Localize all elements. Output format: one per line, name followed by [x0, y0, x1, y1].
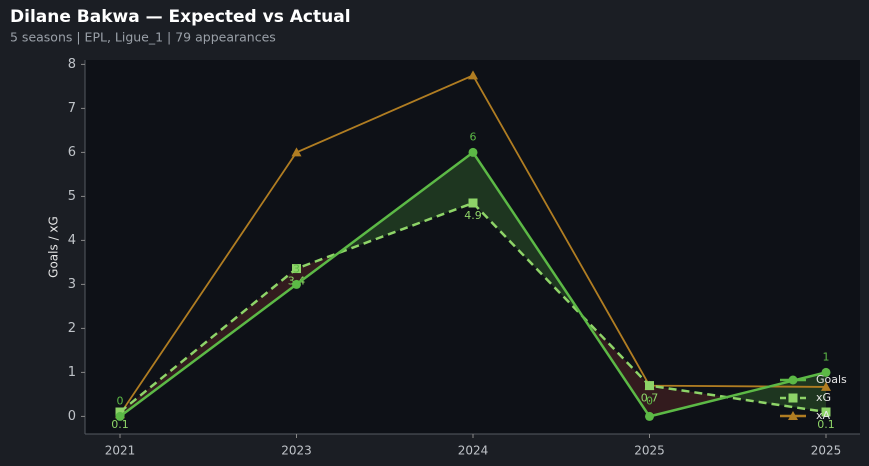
marker — [115, 411, 125, 421]
y-axis-label: Goals / xG — [47, 216, 61, 278]
marker — [468, 198, 478, 208]
x-tick-label: 2025 — [634, 444, 665, 458]
value-label: 0 — [117, 394, 124, 407]
marker — [468, 70, 478, 80]
y-tick-label: 3 — [68, 277, 76, 292]
value-label: 1 — [823, 350, 830, 363]
marker — [468, 147, 478, 157]
value-label: 0.1 — [111, 418, 129, 431]
value-label: 4.9 — [464, 209, 482, 222]
marker — [292, 264, 301, 274]
marker — [292, 279, 301, 289]
gap-fill — [649, 385, 727, 417]
y-tick-label: 5 — [68, 189, 76, 204]
marker — [821, 367, 831, 377]
value-label: 0 — [646, 394, 653, 407]
x-tick-label: 2024 — [458, 444, 489, 458]
value-label: 0.7 — [641, 392, 659, 405]
marker — [645, 411, 654, 421]
plot-area — [85, 60, 860, 434]
marker — [645, 381, 654, 391]
marker — [821, 381, 831, 391]
legend: Goals xG xA — [780, 373, 847, 422]
chart-subtitle: 5 seasons | EPL, Ligue_1 | 79 appearance… — [10, 30, 276, 45]
x-tick-label: 2025 — [811, 444, 842, 458]
y-tick-label: 4 — [68, 233, 76, 248]
value-label: 6 — [470, 130, 477, 143]
series-line — [119, 201, 827, 414]
legend-label: Goals — [816, 373, 847, 386]
marker — [788, 375, 798, 385]
y-tick-label: 8 — [68, 57, 76, 72]
marker — [821, 407, 831, 417]
legend-label: xA — [816, 409, 831, 422]
x-tick-label: 2021 — [105, 444, 136, 458]
chart-title: Dilane Bakwa — Expected vs Actual — [10, 7, 351, 27]
y-tick-label: 2 — [68, 321, 76, 336]
marker — [291, 147, 302, 157]
legend-label: xG — [816, 391, 831, 404]
y-tick-label: 0 — [68, 409, 76, 424]
y-tick-label: 6 — [68, 145, 76, 160]
marker — [788, 411, 798, 420]
y-tick-label: 7 — [68, 101, 76, 116]
y-tick-label: 1 — [68, 365, 76, 380]
marker — [788, 393, 798, 403]
value-label: 3 — [293, 262, 300, 275]
value-label: 0.1 — [817, 418, 835, 431]
x-tick-label: 2023 — [281, 444, 312, 458]
gap-fill — [726, 372, 826, 412]
